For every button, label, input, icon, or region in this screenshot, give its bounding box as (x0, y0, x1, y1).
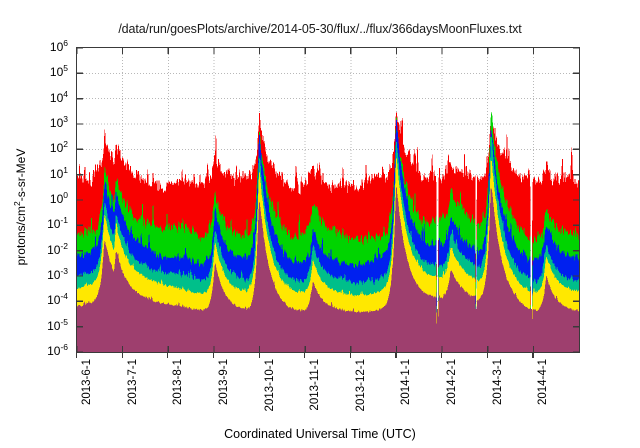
y-tick-exponent: 3 (63, 114, 68, 124)
y-tick-label: 105 (49, 63, 68, 80)
page-title: /data/run/goesPlots/archive/2014-05-30/f… (118, 22, 522, 36)
x-tick-mark (121, 353, 123, 358)
y-tick-label: 10-1 (47, 215, 68, 232)
y-tick-label: 104 (49, 88, 68, 105)
y-tick-label: 10-3 (47, 266, 68, 282)
x-tick-mark (76, 353, 78, 358)
y-tick-mantissa: 10 (49, 90, 64, 105)
y-tick-label: 100 (49, 190, 68, 206)
y-tick-exponent: 1 (63, 164, 68, 175)
x-tick-label: 2013-7-1 (126, 359, 139, 406)
x-tick-mark (486, 353, 488, 358)
y-tick-exponent: -6 (60, 342, 68, 352)
y-tick-label: 101 (49, 164, 68, 181)
y-axis-title-exponent: 2 (12, 201, 22, 207)
frame-ticks (77, 48, 579, 352)
x-tick-label: 2014-2-1 (446, 359, 459, 406)
x-tick-label: 2013-6-1 (81, 359, 93, 406)
y-tick-label: 10-6 (47, 342, 68, 358)
y-tick-mantissa: 10 (47, 344, 61, 358)
y-tick-label: 10-2 (47, 240, 68, 257)
y-tick-mantissa: 10 (49, 65, 64, 80)
y-tick-mantissa: 10 (49, 166, 64, 181)
y-tick-label: 106 (49, 38, 68, 54)
y-tick-exponent: -1 (60, 215, 68, 226)
x-tick-mark (349, 353, 352, 358)
x-tick-mark (258, 353, 260, 358)
y-tick-mantissa: 10 (47, 242, 61, 257)
x-tick-label: 2014-4-1 (537, 359, 550, 406)
series-maroon (77, 187, 579, 352)
x-tick-label: 2014-3-1 (491, 359, 504, 406)
plot-area[interactable] (76, 47, 580, 353)
y-tick-exponent: 5 (63, 63, 68, 74)
y-tick-label: 102 (49, 139, 68, 156)
flux-time-series-plot (77, 48, 579, 352)
y-axis-title-base: protons/cm (14, 206, 28, 266)
y-tick-exponent: -2 (60, 240, 68, 251)
x-tick-mark (167, 353, 169, 358)
y-axis-title: protons/cm2-s-sr-MeV (12, 107, 28, 307)
y-tick-mantissa: 10 (47, 268, 61, 282)
x-axis-title: Coordinated Universal Time (UTC) (224, 427, 416, 441)
x-tick-mark (212, 353, 215, 358)
x-tick-label: 2013-10-1 (263, 359, 276, 412)
y-tick-mantissa: 10 (47, 217, 61, 232)
x-tick-label: 2013-11-1 (309, 359, 322, 411)
y-axis-title-tail: -s-sr-MeV (14, 148, 28, 202)
y-tick-label: 10-5 (47, 316, 68, 333)
x-tick-mark (441, 353, 443, 358)
y-tick-exponent: 0 (63, 190, 68, 200)
y-tick-exponent: -3 (60, 266, 68, 276)
y-tick-mantissa: 10 (47, 318, 61, 333)
x-tick-mark (395, 353, 397, 358)
x-tick-mark (532, 353, 534, 358)
x-tick-label: 2014-1-1 (400, 359, 413, 406)
y-tick-mantissa: 10 (49, 116, 64, 130)
x-tick-mark (304, 353, 306, 358)
y-tick-mantissa: 10 (49, 192, 64, 206)
y-tick-mantissa: 10 (49, 40, 64, 54)
y-tick-exponent: 6 (63, 38, 68, 48)
data-dropouts (436, 308, 532, 352)
y-tick-exponent: 4 (63, 88, 68, 99)
y-tick-exponent: -5 (60, 316, 68, 327)
y-tick-label: 10-4 (47, 291, 68, 308)
x-axis: 2013-6-1 2013-7-1 2013-8-1 2013-9-1 2013-10-… (0, 353, 640, 423)
y-tick-exponent: -4 (60, 291, 68, 302)
y-tick-mantissa: 10 (49, 141, 64, 156)
x-tick-label: 2013-9-1 (217, 359, 230, 406)
x-tick-label: 2013-12-1 (354, 359, 367, 412)
x-tick-label: 2013-8-1 (172, 359, 185, 406)
y-axis: 106 105 104 103 102 101 100 10-1 10-2 10-3 10-4 10-… (0, 39, 76, 357)
y-tick-mantissa: 10 (47, 293, 61, 308)
y-tick-label: 103 (49, 114, 68, 130)
series-area-maroon (77, 187, 579, 352)
y-tick-exponent: 2 (63, 139, 68, 150)
